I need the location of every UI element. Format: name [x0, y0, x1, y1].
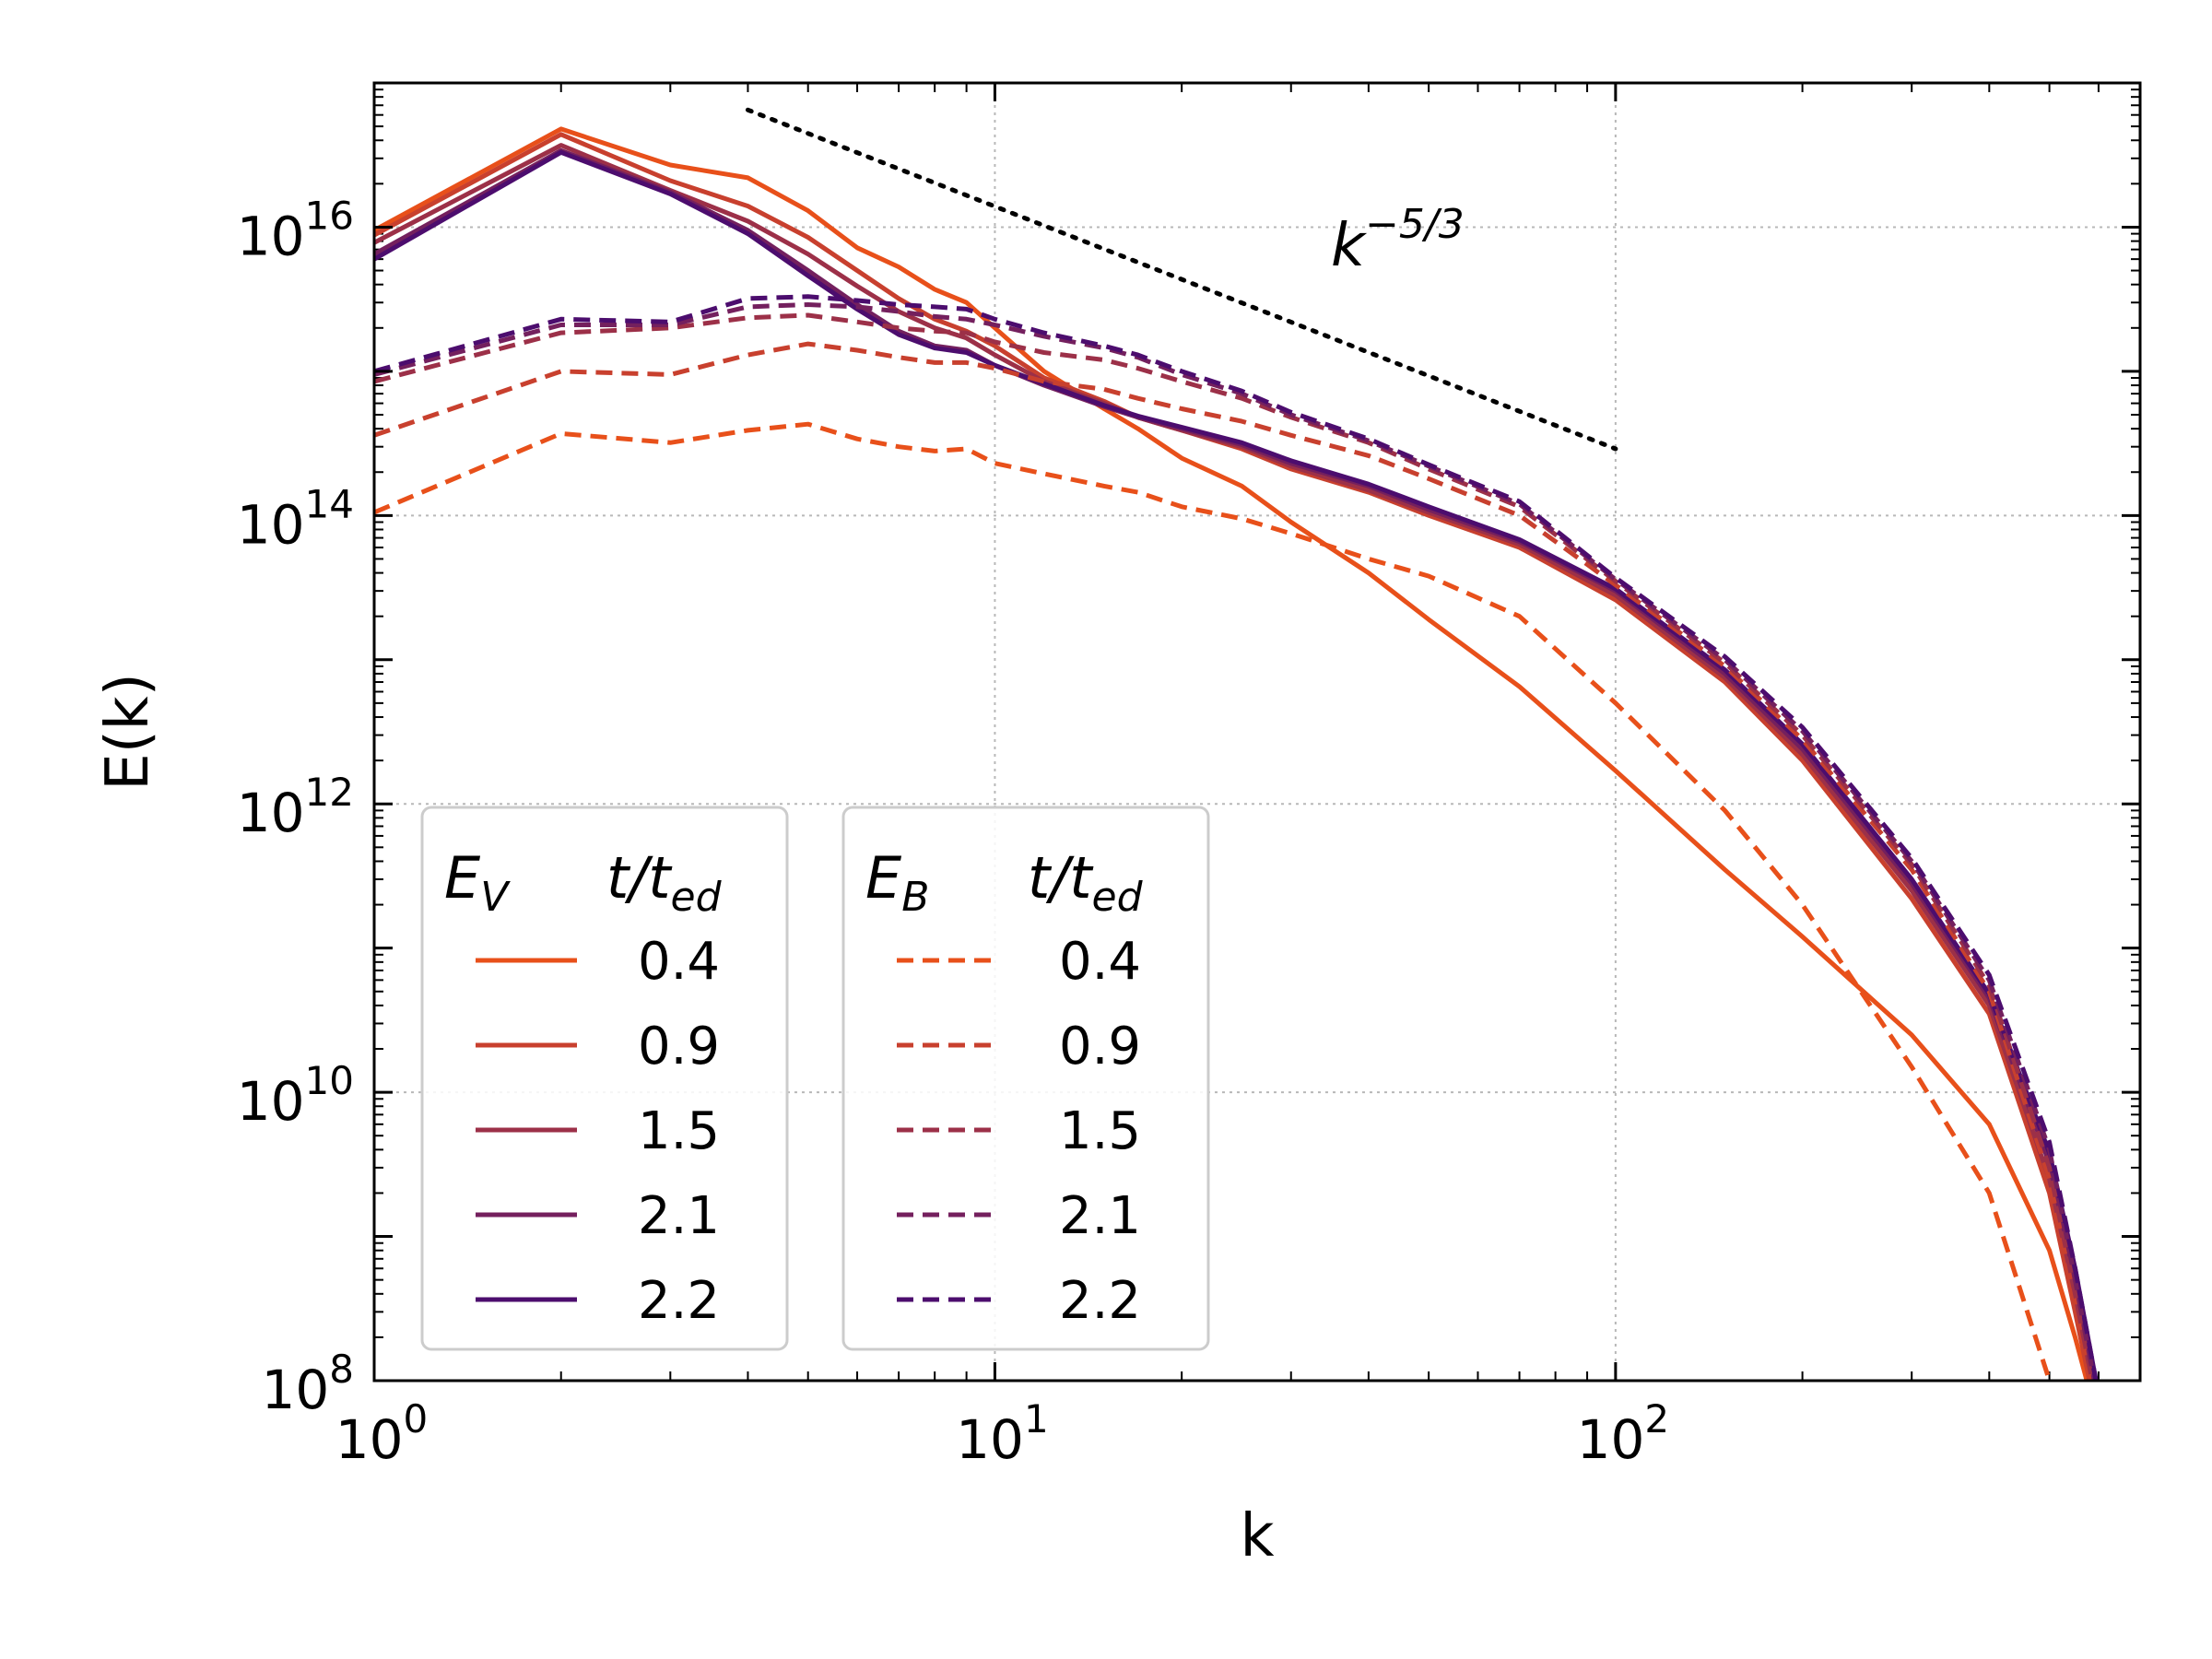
- major-ticks: [372, 81, 2140, 1382]
- plot-frame: [372, 81, 2142, 1382]
- x-tick-label: 100: [335, 1396, 429, 1471]
- x-tick-label: 101: [956, 1396, 1049, 1471]
- legend-label: 2.1: [1059, 1186, 1141, 1246]
- legend-label: 0.9: [638, 1017, 720, 1077]
- y-axis-label: E(k): [94, 673, 162, 790]
- legend-title: EV t/ted: [444, 844, 723, 921]
- minor-ticks: [374, 83, 2140, 1381]
- reference-slope-line: [745, 107, 1618, 452]
- series-line-e_v-2.2: [374, 149, 2099, 1381]
- series-line-e_b-2.2: [374, 294, 2099, 1381]
- legend-dashed: EB t/ted 0.4 0.9 1.5 2.1 2.2: [841, 806, 1210, 1351]
- y-tick-label: 108: [261, 1347, 354, 1421]
- series-line-e_b-2.1: [374, 302, 2097, 1381]
- legend-label: 2.1: [638, 1186, 720, 1246]
- series-line-e_v-0.4: [374, 126, 2089, 1381]
- x-axis-label: k: [1240, 1502, 1274, 1571]
- legend-label: 2.2: [638, 1271, 720, 1331]
- legend-label: 0.4: [1059, 932, 1141, 992]
- y-tick-labels: 108 1010 1012 1014 1016: [237, 193, 354, 1421]
- series-group: [374, 126, 2099, 1381]
- y-tick-label: 1010: [237, 1058, 354, 1133]
- legends: EV t/ted 0.4 0.9 1.5 2.1 2.2 EB t/ted 0.4 0.9 1.5 2.…: [420, 806, 1210, 1351]
- reference-slope-group: [745, 107, 1618, 452]
- legend-label: 0.4: [638, 932, 720, 992]
- legend-label: 2.2: [1059, 1271, 1141, 1331]
- legend-label: 1.5: [1059, 1101, 1141, 1161]
- legend-title: EB t/ted: [865, 844, 1144, 921]
- y-tick-label: 1016: [237, 193, 354, 267]
- series-line-e_b-0.9: [374, 341, 2093, 1381]
- y-tick-label: 1012: [237, 770, 354, 844]
- series-line-e_b-0.4: [374, 421, 2053, 1381]
- y-tick-label: 1014: [237, 481, 354, 556]
- x-tick-label: 102: [1577, 1396, 1670, 1471]
- legend-label: 1.5: [638, 1101, 720, 1161]
- legend-label: 0.9: [1059, 1017, 1141, 1077]
- slope-annotation: k−5/3: [1331, 201, 1465, 280]
- slope-annotation-exp: −5/3: [1365, 201, 1465, 248]
- slope-annotation-base: k: [1331, 212, 1368, 280]
- legend-solid: EV t/ted 0.4 0.9 1.5 2.1 2.2: [420, 806, 789, 1351]
- x-tick-labels: 100 101 102: [335, 1396, 1669, 1471]
